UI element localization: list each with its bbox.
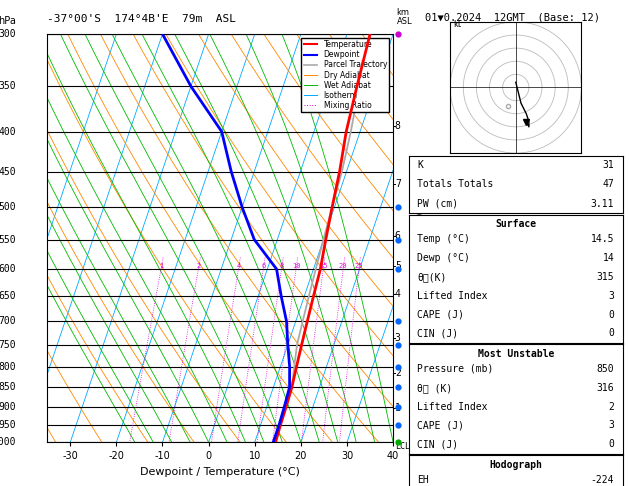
Text: Temp (°C): Temp (°C) <box>418 234 470 244</box>
Text: 47: 47 <box>603 179 614 190</box>
Text: 2: 2 <box>196 263 201 269</box>
X-axis label: Dewpoint / Temperature (°C): Dewpoint / Temperature (°C) <box>140 467 300 477</box>
Text: 4: 4 <box>237 263 240 269</box>
Text: 8: 8 <box>395 121 401 131</box>
Text: -224: -224 <box>591 475 614 485</box>
Text: 1: 1 <box>395 403 401 414</box>
Text: 750: 750 <box>0 340 16 350</box>
Text: 1: 1 <box>159 263 163 269</box>
Text: Most Unstable: Most Unstable <box>477 349 554 359</box>
Text: 3: 3 <box>608 291 614 301</box>
Text: LCL: LCL <box>395 442 410 451</box>
Text: 316: 316 <box>596 382 614 393</box>
Text: 700: 700 <box>0 316 16 326</box>
Text: 315: 315 <box>596 272 614 282</box>
Text: 300: 300 <box>0 29 16 39</box>
Text: 650: 650 <box>0 291 16 301</box>
Text: 1000: 1000 <box>0 437 16 447</box>
Legend: Temperature, Dewpoint, Parcel Trajectory, Dry Adiabat, Wet Adiabat, Isotherm, Mi: Temperature, Dewpoint, Parcel Trajectory… <box>301 38 389 112</box>
Text: Lifted Index: Lifted Index <box>418 401 488 412</box>
Text: 950: 950 <box>0 420 16 430</box>
Text: 15: 15 <box>319 263 328 269</box>
Text: θᴄ (K): θᴄ (K) <box>418 382 453 393</box>
Text: 0: 0 <box>608 329 614 338</box>
Text: EH: EH <box>418 475 429 485</box>
Text: K: K <box>418 160 423 170</box>
Text: Pressure (mb): Pressure (mb) <box>418 364 494 374</box>
Text: 5: 5 <box>395 261 401 271</box>
Text: 0: 0 <box>608 310 614 320</box>
Text: 500: 500 <box>0 202 16 212</box>
Text: Hodograph: Hodograph <box>489 460 542 470</box>
Text: Lifted Index: Lifted Index <box>418 291 488 301</box>
Text: 0: 0 <box>608 439 614 450</box>
Text: 850: 850 <box>596 364 614 374</box>
Text: 850: 850 <box>0 382 16 392</box>
Text: 14.5: 14.5 <box>591 234 614 244</box>
Text: 3: 3 <box>608 420 614 431</box>
Text: PW (cm): PW (cm) <box>418 199 459 208</box>
Text: 350: 350 <box>0 81 16 91</box>
Text: 6: 6 <box>395 231 401 242</box>
Text: 31: 31 <box>603 160 614 170</box>
Text: CIN (J): CIN (J) <box>418 329 459 338</box>
Text: 3.11: 3.11 <box>591 199 614 208</box>
Text: Totals Totals: Totals Totals <box>418 179 494 190</box>
Text: 800: 800 <box>0 362 16 372</box>
Text: 8: 8 <box>279 263 284 269</box>
Text: 14: 14 <box>603 253 614 263</box>
Text: 4: 4 <box>395 289 401 298</box>
Text: 550: 550 <box>0 235 16 244</box>
Text: 900: 900 <box>0 401 16 412</box>
Text: -37°00'S  174°4B'E  79m  ASL: -37°00'S 174°4B'E 79m ASL <box>47 14 236 24</box>
Text: CAPE (J): CAPE (J) <box>418 420 464 431</box>
Text: Dewp (°C): Dewp (°C) <box>418 253 470 263</box>
Text: 01▼0.2024  12GMT  (Base: 12): 01▼0.2024 12GMT (Base: 12) <box>425 12 600 22</box>
Text: km
ASL: km ASL <box>397 8 412 26</box>
Text: 10: 10 <box>292 263 300 269</box>
Text: 3: 3 <box>395 333 401 343</box>
Text: 20: 20 <box>339 263 347 269</box>
Text: Surface: Surface <box>495 219 537 229</box>
Text: 2: 2 <box>608 401 614 412</box>
Text: CIN (J): CIN (J) <box>418 439 459 450</box>
Text: 2: 2 <box>395 368 401 378</box>
Text: 400: 400 <box>0 126 16 137</box>
Text: CAPE (J): CAPE (J) <box>418 310 464 320</box>
Text: Mixing Ratio (g/kg): Mixing Ratio (g/kg) <box>416 198 425 278</box>
Text: kt: kt <box>453 20 461 29</box>
Text: 6: 6 <box>261 263 265 269</box>
Text: 450: 450 <box>0 167 16 176</box>
Text: 25: 25 <box>355 263 363 269</box>
Text: θᴄ(K): θᴄ(K) <box>418 272 447 282</box>
Text: 7: 7 <box>395 179 401 189</box>
Text: hPa: hPa <box>0 16 16 26</box>
Text: 600: 600 <box>0 264 16 274</box>
